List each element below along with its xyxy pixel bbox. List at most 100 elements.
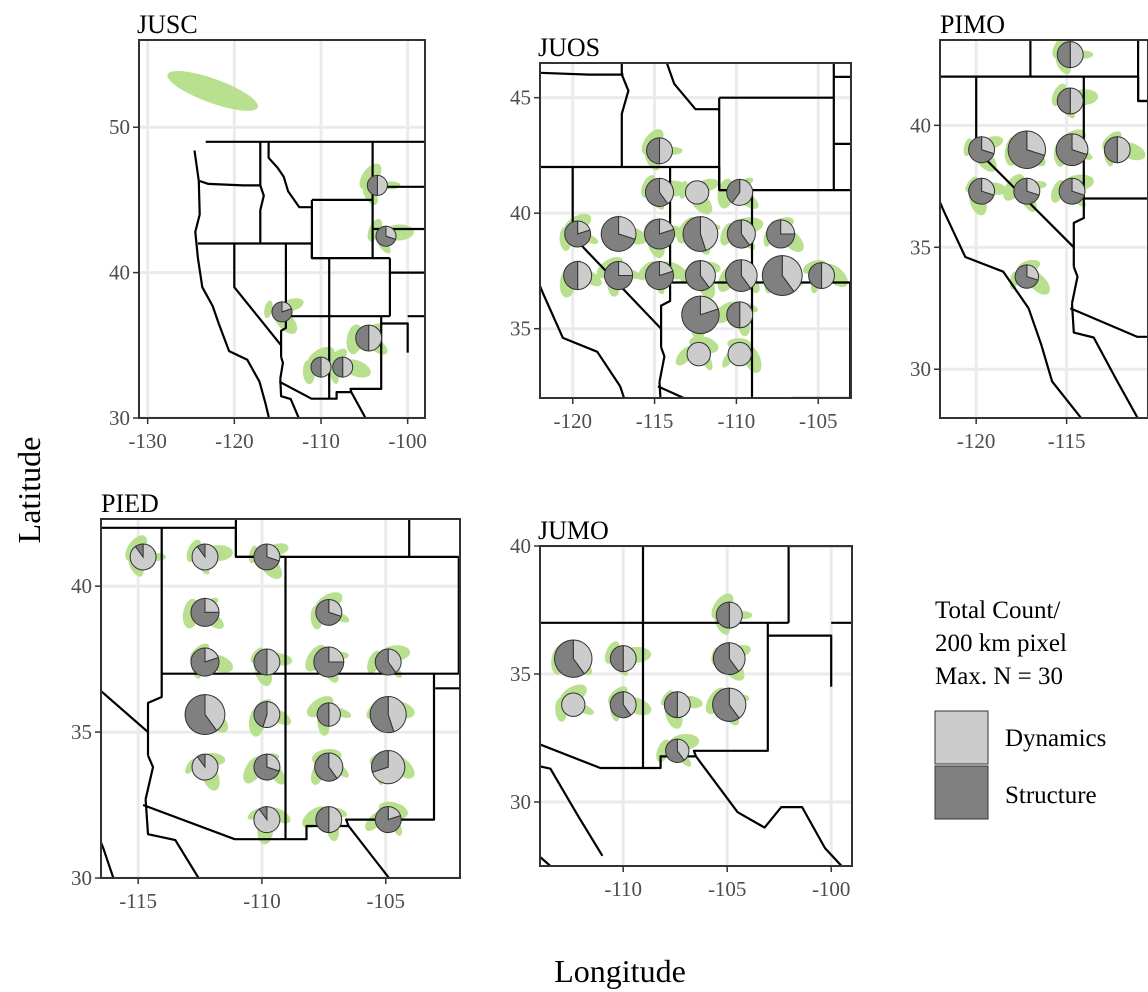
pie-slice-structure <box>315 598 342 626</box>
state-border <box>1048 0 1139 16</box>
pie-slice-structure <box>685 260 710 292</box>
pie-chart <box>375 225 397 247</box>
panel-border <box>138 39 426 419</box>
pie-chart <box>609 645 637 673</box>
pie-slice-dynamics <box>561 692 586 717</box>
pie-slice-dynamics <box>731 178 754 206</box>
pie-chart <box>724 259 758 292</box>
pie-chart <box>271 301 293 323</box>
state-border <box>381 322 409 353</box>
pie-chart <box>712 642 746 675</box>
pie-chart <box>644 218 675 250</box>
pie-slice-structure <box>374 806 402 834</box>
x-tick-label: -120 <box>553 409 592 433</box>
pie-slice-structure <box>609 645 624 673</box>
state-border <box>768 634 833 687</box>
pie-chart <box>315 806 343 834</box>
pie-slice-structure <box>190 647 220 677</box>
pie-slice-dynamics <box>328 806 343 834</box>
pie-chart <box>315 598 343 626</box>
panel-title: PIMO <box>940 10 1005 39</box>
pie-chart <box>1056 41 1084 69</box>
state-border <box>349 316 383 393</box>
pie-slice-structure <box>134 543 144 559</box>
state-border <box>540 283 622 388</box>
pie-chart <box>366 174 388 196</box>
state-border <box>620 63 630 167</box>
pie-slice-dynamics <box>739 301 754 329</box>
x-tick-label: -115 <box>1048 429 1086 453</box>
x-tick-label: -105 <box>799 409 838 433</box>
pie-slice-dynamics <box>821 262 835 290</box>
pie-chart <box>190 647 220 677</box>
pie-slice-dynamics <box>740 259 758 290</box>
x-tick-label: -115 <box>636 409 674 433</box>
panel-juos: -120 -115 -110 -105 35 40 45 JUOS <box>510 33 852 433</box>
panel-pied: -115 -110 -105 30 35 40 PIED <box>0 323 461 913</box>
pie-slice-structure <box>355 324 370 352</box>
y-tick-label: 45 <box>510 86 531 110</box>
pie-slice-structure <box>1103 136 1118 164</box>
pie-chart <box>663 691 691 719</box>
panel-background <box>939 39 1148 419</box>
pie-slice-structure <box>681 295 720 335</box>
pie-slice-dynamics <box>577 261 593 291</box>
state-border <box>258 381 271 418</box>
pie-slice-dynamics <box>699 216 719 252</box>
pie-chart <box>609 691 637 719</box>
panel-title: JUMO <box>538 516 609 545</box>
pie-chart <box>253 543 281 571</box>
pie-slice-structure <box>554 639 585 678</box>
pie-chart <box>190 597 220 627</box>
legend: Total Count/ 200 km pixel Max. N = 30 Dy… <box>934 597 1106 820</box>
pie-chart <box>712 687 747 722</box>
state-border <box>0 402 91 411</box>
pie-chart <box>129 543 157 571</box>
pie-slice-structure <box>604 261 634 291</box>
pie-slice-structure <box>968 177 995 205</box>
y-tick-label: 35 <box>71 720 92 744</box>
legend-label-dynamics: Dynamics <box>1005 725 1106 752</box>
pie-slice-structure <box>663 691 678 719</box>
legend-key-dynamics <box>934 710 989 765</box>
state-border <box>478 316 486 495</box>
state-border <box>89 323 99 527</box>
pie-slice-structure <box>682 216 707 252</box>
pie-slice-structure <box>184 694 218 735</box>
state-border <box>259 141 265 244</box>
pie-slice-dynamics <box>266 648 281 676</box>
state-border <box>1070 266 1079 304</box>
pie-chart <box>684 180 710 205</box>
pie-chart <box>726 178 754 206</box>
pie-chart <box>968 136 995 164</box>
pie-slice-dynamics <box>387 696 407 733</box>
y-tick-label: 30 <box>510 790 531 814</box>
pie-slice-structure <box>253 753 280 781</box>
pie-chart <box>253 806 281 834</box>
pie-slice-structure <box>332 356 344 378</box>
state-border <box>658 346 666 383</box>
pie-slice-dynamics <box>618 216 637 240</box>
pie-chart <box>808 262 835 290</box>
pie-slice-structure <box>712 642 740 675</box>
pie-chart <box>1007 130 1046 169</box>
x-tick-label: -105 <box>366 889 405 913</box>
x-tick-label: -130 <box>128 429 167 453</box>
pie-slice-structure <box>712 687 740 722</box>
pie-slice-dynamics <box>622 645 637 673</box>
pie-chart <box>644 177 674 207</box>
pie-slice-dynamics <box>387 648 402 674</box>
pie-slice-structure <box>196 753 206 769</box>
pie-slice-structure <box>726 178 741 204</box>
pie-slice-dynamics <box>686 341 711 367</box>
panel-border <box>539 62 852 399</box>
pie-chart <box>715 601 743 629</box>
pie-slice-dynamics <box>376 174 388 196</box>
pie-slice-structure <box>564 220 592 248</box>
pie-chart <box>726 301 754 329</box>
pie-slice-structure <box>314 752 338 782</box>
pie-chart <box>766 219 796 249</box>
pie-slice-dynamics <box>658 137 673 165</box>
pie-chart <box>355 324 383 352</box>
